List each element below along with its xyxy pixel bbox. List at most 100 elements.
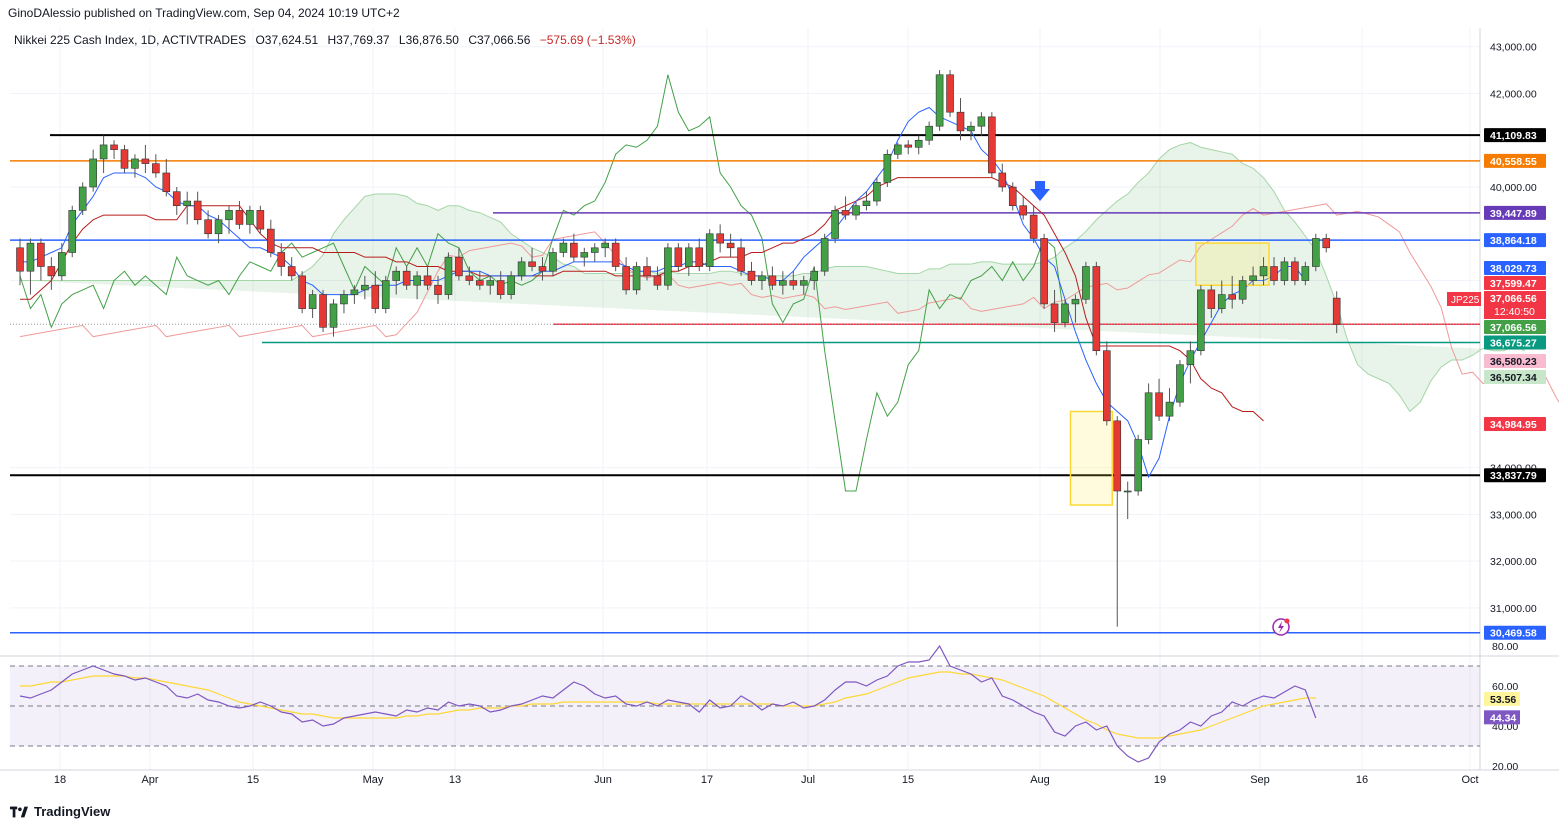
candle-down (789, 271, 798, 290)
time-tick-label: 15 (902, 774, 914, 786)
candle-down (277, 243, 286, 276)
level-price-tag: 36,675.27 (1484, 335, 1546, 350)
tradingview-footer[interactable]: TradingView (10, 804, 110, 819)
time-tick-label: Sep (1250, 774, 1270, 786)
candle-up (1134, 434, 1142, 496)
candle-down (319, 289, 327, 332)
candle-down (1029, 205, 1038, 244)
candle-body (319, 294, 327, 328)
candle-up (1061, 299, 1069, 328)
price-tag-box (1484, 205, 1546, 220)
candle-up (1238, 275, 1247, 304)
event-lightning-icon (1272, 618, 1290, 636)
candle-down (47, 257, 56, 290)
candle-up (580, 247, 589, 267)
rsi-ma-tag-label: 53.56 (1490, 694, 1516, 706)
symbol-tag-label: JP225 (1451, 295, 1480, 306)
candle-body (16, 247, 24, 272)
candle-body (120, 149, 129, 169)
candle-up (820, 233, 829, 276)
candle-body (308, 294, 317, 309)
candle-body (496, 280, 505, 295)
candle-up (779, 271, 787, 295)
candle-body (946, 74, 954, 113)
candle-body (820, 238, 829, 272)
candle-down (1040, 233, 1048, 309)
ohlc-change: −575.69 (−1.53%) (539, 33, 636, 47)
candle-down (1228, 275, 1236, 309)
time-tick-label: Jun (594, 774, 612, 786)
candle-down (747, 261, 756, 286)
candle-down (465, 266, 474, 286)
rsi-ma-line (20, 671, 1316, 739)
level-price-tag: 38,864.18 (1484, 233, 1546, 248)
span-b-price-tag: 36,580.23 (1484, 354, 1546, 368)
level-price-tag: 33,837.79 (1484, 468, 1546, 483)
candle-down (904, 140, 913, 155)
candle-up (1123, 481, 1132, 520)
candle-up (361, 275, 369, 300)
candle-down (1019, 196, 1028, 220)
price-tag-box (1484, 468, 1546, 483)
countdown-label: 12:40:50 (1494, 306, 1535, 318)
candle-up (131, 154, 139, 178)
span-a-price-tag: 36,507.34 (1484, 370, 1546, 384)
candle-down (193, 191, 202, 225)
time-tick-label: 19 (1154, 774, 1166, 786)
rsi-ma-tag: 53.56 (1484, 691, 1520, 706)
candle-body (737, 247, 745, 272)
candle-up (559, 238, 568, 258)
candle-down (256, 205, 265, 234)
candle-body (1123, 490, 1132, 493)
candle-body (204, 219, 212, 235)
candle-up (57, 243, 66, 281)
current-price-box (1484, 291, 1546, 319)
ohlc-high: H37,769.37 (327, 33, 390, 47)
candle-body (1103, 350, 1111, 422)
candle-body (266, 228, 275, 253)
candle-body (1186, 350, 1195, 366)
candle-down (1113, 416, 1122, 627)
candle-body (862, 200, 871, 207)
candle-down (768, 266, 777, 290)
candle-down (1050, 289, 1059, 332)
ohlc-close: C37,066.56 (468, 33, 531, 47)
candle-up (590, 243, 599, 262)
candle-down (1103, 341, 1111, 426)
candle-up (925, 121, 933, 145)
candle-down (423, 266, 432, 290)
candle-up (914, 135, 923, 155)
price-tag-box (1484, 128, 1546, 143)
candle-down (622, 257, 630, 295)
candle-up (26, 238, 35, 295)
candle-body (538, 266, 547, 272)
candle-down (1155, 378, 1163, 421)
candle-body (1082, 266, 1090, 300)
candle-up (799, 275, 808, 295)
publisher-line: GinoDAlessio published on TradingView.co… (8, 6, 400, 20)
candle-down (988, 112, 996, 178)
candle-up (78, 182, 87, 216)
price-tag-label: 37,599.47 (1490, 278, 1537, 290)
ohlc-low: L36,876.50 (398, 33, 459, 47)
candle-body (1332, 297, 1341, 325)
candle-down (110, 140, 118, 159)
candle-body (1238, 280, 1247, 300)
candle-body (632, 266, 641, 291)
candle-up (246, 205, 254, 234)
candle-down (570, 233, 578, 262)
candle-up (1144, 383, 1153, 445)
price-tick-label: 40,000.00 (1490, 182, 1537, 194)
candle-body (47, 266, 56, 277)
candle-body (747, 270, 756, 281)
candle-body (758, 275, 766, 281)
candle-body (507, 275, 515, 295)
candle-body (1071, 298, 1080, 305)
candle-up (893, 142, 902, 159)
candle-body (287, 266, 296, 277)
candle-up (89, 149, 97, 192)
kijun-low-price-tag: 34,984.95 (1484, 417, 1546, 431)
candle-down (1092, 261, 1101, 356)
candle-body (371, 284, 380, 309)
